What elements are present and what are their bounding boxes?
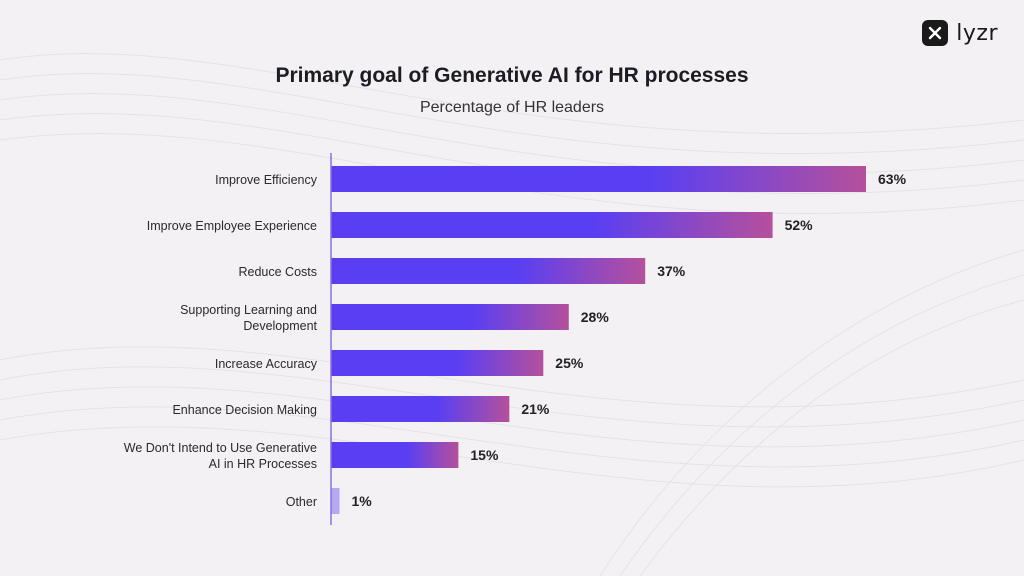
category-label: Reduce Costs [238,265,317,279]
value-label: 63% [878,171,907,187]
value-label: 15% [470,447,499,463]
value-label: 52% [785,217,814,233]
bar [331,350,544,376]
category-label: Improve Efficiency [215,173,318,187]
bar [331,488,340,514]
bar [331,212,773,238]
category-label: Increase Accuracy [215,357,318,371]
bar [331,442,459,468]
bar [331,258,646,284]
value-label: 28% [581,309,610,325]
brand-logo: lyzr [922,20,998,46]
value-label: 37% [657,263,686,279]
bar [331,166,866,192]
category-label: Enhance Decision Making [172,403,317,417]
category-label: Supporting Learning and Development [180,303,317,333]
brand-name: lyzr [956,20,998,46]
chart-subtitle: Percentage of HR leaders [419,99,605,116]
lyzr-logo-icon [922,20,949,46]
category-label: Other [286,495,317,509]
bar [331,396,510,422]
category-label: Improve Employee Experience [147,219,317,233]
category-label: We Don't Intend to Use Generative AI in H… [124,441,317,471]
chart-title: Primary goal of Generative AI for HR pro… [275,64,749,87]
value-label: 1% [351,493,372,509]
bar [331,304,569,330]
value-label: 25% [555,355,584,371]
value-label: 21% [521,401,550,417]
